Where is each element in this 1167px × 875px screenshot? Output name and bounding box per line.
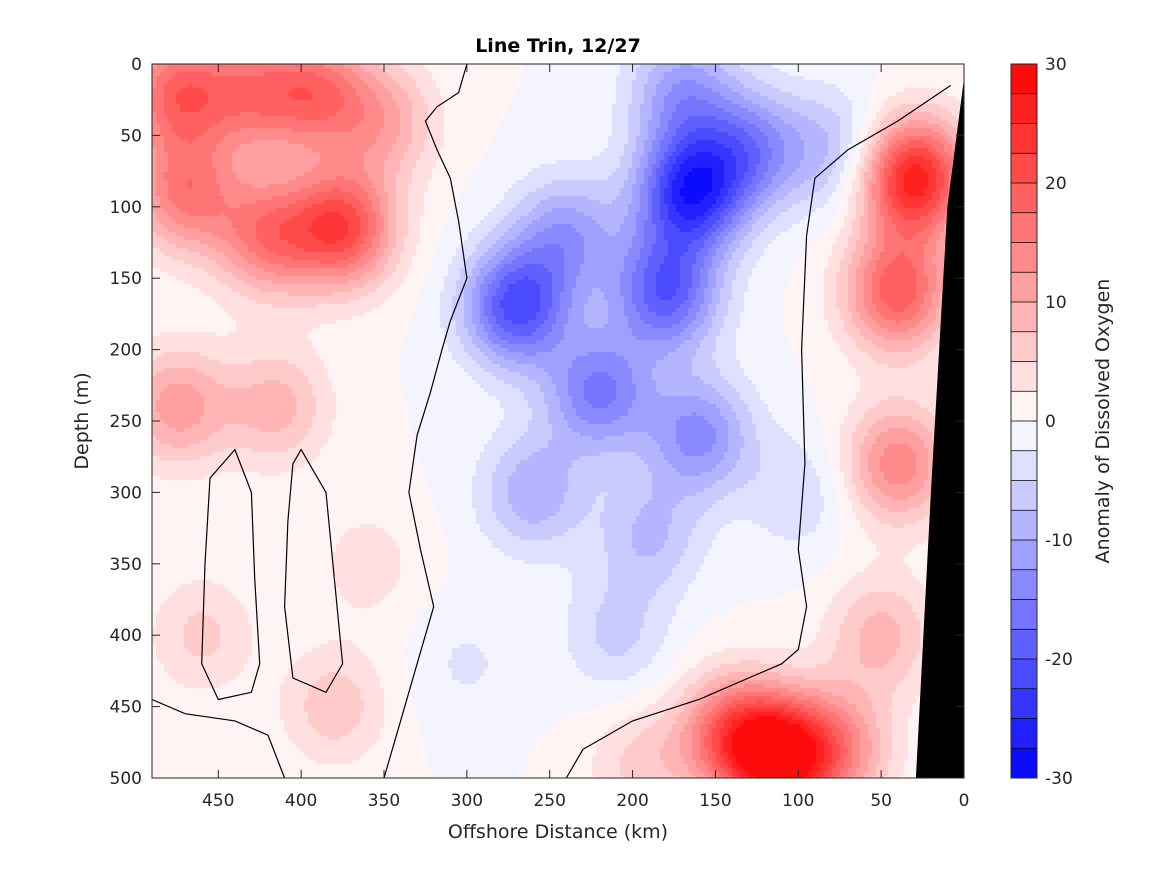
colorbar-segment	[1011, 183, 1037, 214]
zero-contour-line	[201, 448, 261, 701]
colorbar-segment	[1011, 93, 1037, 124]
colorbar-segment	[1011, 64, 1037, 95]
y-tick-label: 150	[110, 269, 142, 289]
zero-contour-line	[383, 63, 468, 779]
x-tick-label: 450	[202, 791, 234, 811]
colorbar-segment	[1011, 242, 1037, 273]
colorbar-segment	[1011, 272, 1037, 303]
colorbar-segment	[1011, 748, 1037, 779]
x-tick-label: 300	[451, 791, 483, 811]
colorbar-tick-label: 10	[1045, 293, 1067, 313]
x-axis: 450 400 350 300 250 200 150 100 50 0	[202, 64, 969, 811]
x-tick-label: 350	[368, 791, 400, 811]
y-axis-label: Depth (m)	[71, 372, 93, 469]
y-tick-label: 200	[110, 341, 142, 361]
colorbar-segment	[1011, 153, 1037, 184]
y-tick-label: 350	[110, 555, 142, 575]
x-tick-label: 150	[699, 791, 731, 811]
colorbar-segment	[1011, 123, 1037, 154]
x-tick-label: 400	[285, 791, 317, 811]
colorbar-segment	[1011, 391, 1037, 422]
y-axis: 0 50 100 150 200 250 300 350 400 450 500	[110, 55, 964, 789]
contour-field-canvas	[152, 64, 964, 778]
colorbar-segment	[1011, 569, 1037, 600]
x-axis-label: Offshore Distance (km)	[448, 821, 668, 843]
colorbar-segment	[1011, 212, 1037, 243]
colorbar-segment	[1011, 540, 1037, 571]
colorbar-tick-label: -10	[1045, 531, 1073, 551]
zero-contour-line	[151, 698, 286, 779]
x-tick-label: 50	[870, 791, 892, 811]
colorbar-segment	[1011, 599, 1037, 630]
contour-field	[152, 64, 964, 778]
x-tick-label: 100	[782, 791, 814, 811]
colorbar-tick-label: -20	[1045, 650, 1073, 670]
y-tick-label: 500	[110, 769, 142, 789]
colorbar-segment	[1011, 421, 1037, 452]
colorbar-segment	[1011, 659, 1037, 690]
colorbar-segment	[1011, 361, 1037, 392]
colorbar-segment	[1011, 688, 1037, 719]
colorbar-segment	[1011, 629, 1037, 660]
bathymetry-mask	[915, 78, 964, 779]
colorbar-tick-label: 20	[1045, 174, 1067, 194]
y-tick-label: 450	[110, 698, 142, 718]
y-tick-label: 0	[131, 55, 142, 75]
colorbar-segment	[1011, 331, 1037, 362]
y-tick-label: 250	[110, 412, 142, 432]
y-tick-label: 50	[120, 126, 142, 146]
x-tick-label: 0	[959, 791, 970, 811]
y-tick-label: 300	[110, 483, 142, 503]
colorbar-segment	[1011, 480, 1037, 511]
zero-contour-line	[283, 448, 344, 694]
colorbar-segment	[1011, 510, 1037, 541]
y-tick-label: 100	[110, 198, 142, 218]
colorbar-tick-label: 0	[1045, 412, 1056, 432]
colorbar-label: Anomaly of Dissolved Oxygen	[1092, 279, 1114, 564]
x-tick-label: 200	[616, 791, 648, 811]
x-tick-label: 250	[533, 791, 565, 811]
colorbar-segment	[1011, 302, 1037, 333]
colorbar-segment	[1011, 718, 1037, 749]
plot-area	[151, 63, 965, 779]
chart-title: Line Trin, 12/27	[475, 35, 641, 57]
colorbar-tick-label: 30	[1045, 55, 1067, 75]
y-tick-label: 400	[110, 626, 142, 646]
colorbar-tick-label: -30	[1045, 769, 1073, 789]
zero-contour-line	[565, 677, 749, 779]
colorbar: 30 20 10 0 -10 -20 -30	[1010, 55, 1073, 789]
colorbar-segment	[1011, 450, 1037, 481]
zero-contour-line	[748, 84, 952, 679]
